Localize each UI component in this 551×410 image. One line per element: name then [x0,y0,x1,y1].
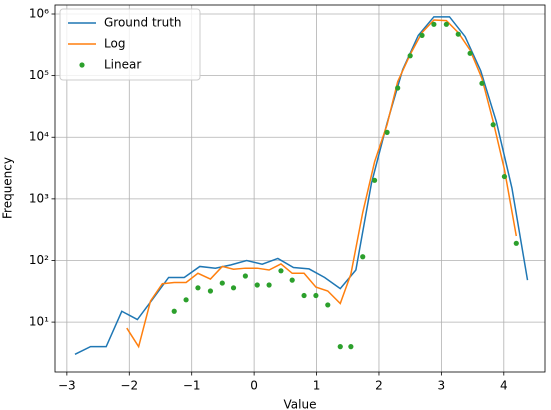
y-axis-label: Frequency [1,157,15,219]
y-tick-label: 10⁴ [29,130,49,144]
x-tick-label: −2 [120,379,138,393]
data-point [254,282,260,288]
x-tick-label: 2 [375,379,383,393]
data-point [266,282,272,288]
plot-area [74,16,529,356]
data-point [348,344,354,350]
data-point [360,254,366,260]
data-point [513,240,519,246]
x-tick-label: −1 [183,379,201,393]
data-point [337,344,343,350]
data-point [419,32,425,38]
data-point [195,285,201,291]
data-point [301,292,307,299]
data-line [126,19,518,349]
data-point [407,53,413,59]
x-tick-label: 4 [500,379,508,393]
data-point [242,273,248,279]
data-point [479,80,485,86]
data-point [313,292,319,299]
x-tick-label: −3 [58,379,76,393]
legend-label: Linear [104,58,141,72]
y-tick-label: 10⁵ [29,68,49,82]
x-tick-label: 3 [438,379,446,393]
legend-label: Log [104,37,125,51]
data-point [371,177,378,183]
y-tick-label: 10⁶ [29,7,49,21]
data-point [278,268,284,274]
data-point [455,31,461,37]
data-point [230,285,237,291]
data-point [171,308,177,314]
legend-box [59,8,201,81]
data-point [431,21,437,27]
y-tick-label: 10³ [29,191,49,205]
data-point [395,85,401,91]
x-tick-label: 0 [250,379,258,393]
data-point [219,280,225,286]
data-point [384,129,390,135]
y-tick-label: 10² [29,253,49,267]
data-point [289,277,295,283]
x-tick-label: 1 [313,379,321,393]
x-axis-label: Value [284,398,317,410]
data-point [183,297,189,303]
legend-marker [79,62,85,68]
y-tick-label: 10¹ [29,315,49,329]
data-point [207,288,214,294]
data-point [467,50,473,56]
data-point [443,21,449,27]
plot-frame [54,4,546,373]
data-point [325,302,331,308]
legend-label: Ground truth [104,16,182,30]
data-point [490,122,496,128]
data-point [501,173,508,180]
